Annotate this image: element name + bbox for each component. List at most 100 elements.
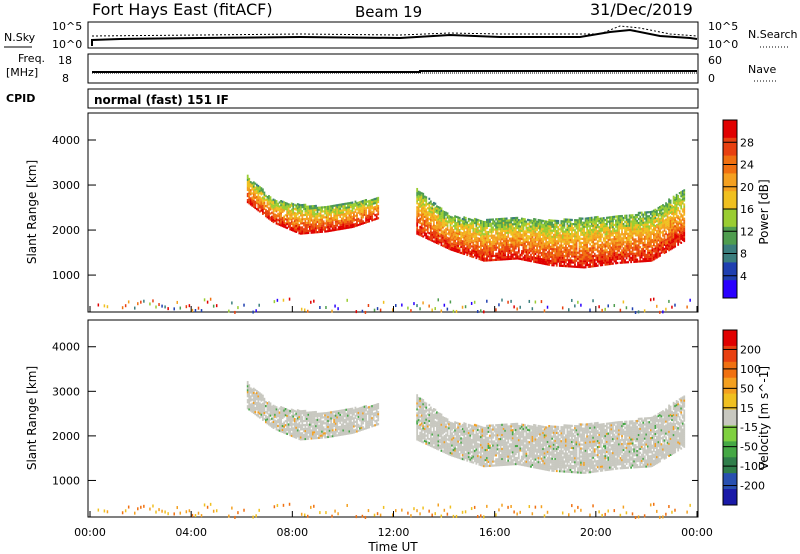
- power-cell: [490, 252, 493, 256]
- power-cell: [328, 207, 331, 210]
- power-cell: [351, 225, 354, 229]
- power-cell: [633, 220, 636, 223]
- power-cell: [639, 229, 642, 233]
- power-cell: [284, 201, 287, 205]
- power-cell: [534, 300, 537, 304]
- power-cell: [622, 241, 625, 244]
- power-cell: [583, 266, 585, 269]
- power-cell: [678, 236, 681, 239]
- power-cell: [265, 204, 267, 208]
- power-cell: [668, 212, 670, 215]
- nsearch-label: N.Search: [748, 28, 798, 41]
- power-cell: [420, 204, 423, 207]
- power-cell: [615, 247, 617, 251]
- power-cell: [431, 213, 434, 216]
- power-cell: [445, 211, 447, 214]
- velocity-cell: [293, 429, 296, 433]
- power-cell: [592, 230, 595, 233]
- power-cell: [681, 202, 684, 205]
- power-cell: [549, 235, 552, 238]
- power-cell: [589, 263, 592, 266]
- power-cell: [307, 209, 310, 212]
- power-cell: [336, 220, 339, 223]
- power-cell: [339, 205, 342, 208]
- power-cell: [420, 230, 423, 233]
- power-cell: [628, 218, 631, 221]
- power-cell: [580, 233, 582, 236]
- power-cell: [517, 255, 520, 258]
- power-cell: [645, 217, 648, 220]
- power-cell: [374, 218, 377, 221]
- power-cell: [651, 249, 654, 252]
- power-cell: [601, 227, 604, 230]
- velocity-cell: [258, 410, 261, 413]
- power-cell: [646, 251, 649, 254]
- power-cell: [527, 249, 529, 252]
- power-cell: [581, 223, 584, 226]
- power-cell: [568, 308, 570, 312]
- power-cell: [502, 221, 505, 224]
- power-cell: [299, 220, 302, 223]
- power-cell: [530, 253, 532, 257]
- velocity-cell: [255, 406, 258, 409]
- power-cell: [666, 213, 669, 216]
- power-cell: [310, 229, 313, 232]
- velocity-cell: [272, 416, 275, 419]
- power-cell: [364, 310, 367, 314]
- power-cell: [665, 208, 667, 211]
- power-cell: [334, 214, 337, 217]
- nave-tick-top: 60: [708, 54, 722, 67]
- power-cell: [278, 209, 281, 212]
- power-cell: [610, 240, 613, 243]
- power-cell: [469, 230, 472, 233]
- power-cell: [537, 261, 540, 264]
- power-cell: [460, 243, 463, 246]
- power-cell: [483, 225, 485, 228]
- power-cell: [309, 225, 311, 228]
- power-cell: [434, 230, 437, 234]
- power-cell: [563, 258, 566, 262]
- power-cell: [569, 263, 572, 266]
- power-cell: [657, 237, 660, 240]
- power-cell: [652, 254, 655, 257]
- power-cell: [469, 244, 472, 247]
- power-cell: [470, 237, 473, 240]
- power-cell: [674, 243, 677, 246]
- power-cell: [295, 220, 298, 223]
- velocity-cell: [246, 391, 249, 394]
- power-cell: [349, 209, 352, 213]
- power-cell: [283, 223, 286, 226]
- velocity-cell: [278, 407, 281, 410]
- power-cell: [587, 223, 590, 226]
- power-cell: [490, 255, 493, 258]
- power-cell: [466, 241, 469, 244]
- power-cell: [299, 212, 302, 215]
- power-cell: [557, 252, 560, 255]
- power-cell: [504, 248, 507, 251]
- power-cell: [502, 227, 505, 231]
- power-cell: [589, 233, 592, 236]
- power-cell: [608, 248, 611, 251]
- power-cell: [439, 214, 441, 218]
- power-cell: [528, 221, 531, 224]
- power-cell: [324, 206, 327, 209]
- power-cell: [377, 217, 380, 220]
- power-cell: [334, 204, 337, 207]
- power-cell: [481, 240, 484, 243]
- power-cell: [263, 205, 266, 208]
- power-cell: [583, 245, 585, 249]
- power-cell: [369, 199, 372, 202]
- power-cell: [640, 254, 643, 257]
- power-cell: [437, 298, 440, 302]
- power-cell: [634, 220, 637, 223]
- power-cell: [640, 233, 643, 237]
- velocity-cell: [271, 423, 273, 426]
- nsky-strip-frame: [87, 21, 699, 49]
- power-cell: [469, 222, 472, 225]
- power-cell: [286, 206, 289, 209]
- power-cell: [555, 236, 558, 239]
- power-cell: [564, 258, 567, 262]
- power-cell: [439, 235, 441, 238]
- power-cell: [498, 224, 501, 227]
- power-cell: [448, 229, 450, 232]
